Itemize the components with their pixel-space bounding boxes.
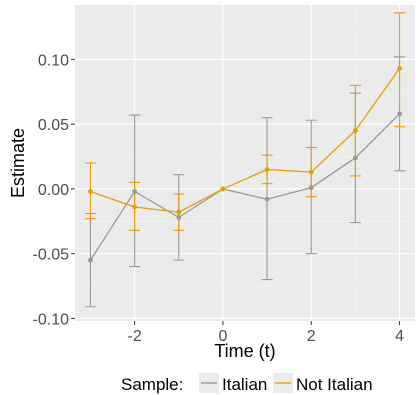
line-italian (89, 113, 401, 261)
grid-minor (75, 5, 415, 321)
point-italian (264, 196, 270, 202)
legend: Sample: Italian Not Italian (121, 373, 373, 394)
point-not-italian (397, 66, 402, 71)
error-bars (84, 12, 406, 308)
point-italian (88, 257, 93, 263)
legend-label-italian: Italian (222, 375, 267, 394)
point-not-italian (176, 209, 182, 215)
point-not-italian (132, 204, 138, 210)
x-tick-label: 2 (307, 328, 316, 345)
y-tick-label: -0.05 (33, 247, 70, 264)
point-not-italian (308, 169, 314, 175)
x-tick-label: 4 (395, 328, 404, 345)
point-not-italian (352, 128, 358, 134)
series-points (88, 66, 402, 263)
x-tick-label: 0 (218, 328, 227, 345)
point-italian (352, 155, 358, 161)
y-tick-label: 0.10 (38, 52, 69, 69)
point-italian (132, 189, 138, 194)
point-italian (308, 185, 314, 191)
line-not-italian (90, 68, 401, 213)
point-not-italian (264, 167, 270, 172)
y-tick-label: -0.10 (33, 311, 70, 328)
legend-label-not-italian: Not Italian (296, 375, 373, 394)
point-not-italian (88, 189, 93, 194)
x-tick-label: -2 (127, 328, 141, 345)
y-axis-title: Estimate (8, 128, 28, 198)
x-axis-tick-labels: -2 0 2 4 (127, 328, 404, 345)
y-tick-label: 0.00 (38, 182, 69, 199)
point-not-italian (220, 186, 226, 192)
x-axis-title: Time (t) (214, 341, 275, 361)
panel-background (75, 5, 415, 321)
legend-title: Sample: (121, 375, 183, 394)
axis-ticks (71, 58, 401, 325)
point-italian (397, 111, 402, 117)
point-italian (176, 214, 182, 220)
y-tick-label: 0.05 (38, 117, 69, 134)
y-axis-tick-labels: -0.10 -0.05 0.00 0.05 0.10 (33, 52, 70, 328)
series-lines (89, 68, 401, 261)
